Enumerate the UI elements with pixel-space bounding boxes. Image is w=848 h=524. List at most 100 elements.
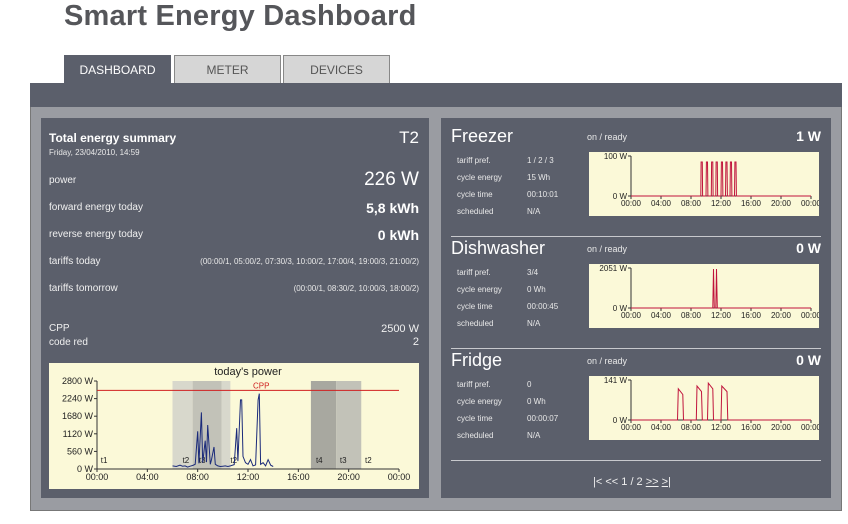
x-tick-label: 20:00 (337, 472, 360, 482)
tariff-pref-value: 1 / 2 / 3 (527, 156, 554, 165)
tariff-label: t4 (316, 456, 323, 465)
tariffs-today-label: tariffs today (49, 256, 101, 267)
y-tick-label: 0 W (77, 464, 94, 474)
x-tick-label: 16:00 (741, 311, 762, 320)
x-tick-label: 12:00 (237, 472, 260, 482)
y-tick-label: 1120 W (63, 429, 94, 439)
x-tick-label: 16:00 (741, 423, 762, 432)
pager-current: 1 / 2 (621, 476, 643, 488)
tariff-pref-value: 0 (527, 380, 532, 389)
series-line (631, 161, 811, 197)
y-tick-label: 0 W (613, 416, 628, 425)
device-card-freezer[interactable]: Freezer on / ready 1 W tariff pref. 1 / 2 / … (441, 118, 831, 230)
tariff-band (336, 381, 362, 469)
tariffs-tomorrow-value: (00:00/1, 08:30/2, 10:00/3, 18:00/2) (293, 284, 419, 293)
device-chart-svg: 100 W0 W00:00 04:00 08:00 12:00 16:00 20:00 00… (604, 152, 822, 208)
x-tick-label: 04:00 (136, 472, 159, 482)
cycle-energy-label: cycle energy (457, 285, 502, 294)
scheduled-value: N/A (527, 207, 541, 216)
x-tick-label: 08:00 (681, 423, 702, 432)
cycle-energy-label: cycle energy (457, 397, 502, 406)
y-tick-label: 1680 W (62, 411, 94, 421)
series-line (631, 268, 811, 309)
x-tick-label: 04:00 (651, 423, 672, 432)
cycle-time-value: 00:10:01 (527, 190, 559, 199)
tab-dashboard[interactable]: DASHBOARD (64, 55, 171, 83)
device-status: on / ready (587, 132, 628, 142)
chart-title: today's power (214, 366, 282, 378)
code-red-value: 2 (412, 336, 419, 348)
x-tick-label: 12:00 (711, 311, 732, 320)
tariff-pref-label: tariff pref. (457, 268, 491, 277)
code-red-label: code red (49, 337, 88, 348)
tariff-label: t3 (340, 456, 347, 465)
device-separator (451, 236, 821, 237)
page-title: Smart Energy Dashboard (64, 0, 417, 32)
x-tick-label: 08:00 (681, 199, 702, 208)
x-tick-label: 04:00 (651, 199, 672, 208)
tariff-pref-label: tariff pref. (457, 156, 491, 165)
tariff-band (310, 381, 337, 469)
cpp-value: 2500 W (381, 323, 419, 335)
tariffs-tomorrow-label: tariffs tomorrow (49, 283, 118, 294)
devices-panel: Freezer on / ready 1 W tariff pref. 1 / 2 / … (441, 118, 831, 498)
pager-first[interactable]: |< (593, 476, 603, 488)
device-separator (451, 348, 821, 349)
pager-last[interactable]: >| (661, 476, 671, 488)
device-name-freezer: Freezer (451, 126, 514, 146)
forward-energy-value: 5,8 kWh (366, 200, 419, 216)
reverse-energy-label: reverse energy today (49, 229, 143, 240)
device-status: on / ready (587, 244, 628, 254)
tariff-label: t2 (183, 456, 190, 465)
device-card-fridge[interactable]: Fridge on / ready 0 W tariff pref. 0 cycle en… (441, 342, 831, 454)
x-tick-label: 08:00 (681, 311, 702, 320)
y-tick-label: 560 W (67, 446, 94, 456)
cycle-time-label: cycle time (457, 302, 493, 311)
device-name-fridge: Fridge (451, 350, 503, 370)
x-tick-label: 00:00 (801, 423, 819, 432)
tab-meter[interactable]: METER (174, 55, 281, 83)
device-card-dishwasher[interactable]: Dishwasher on / ready 0 W tariff pref. 3/4 cy… (441, 230, 831, 342)
pager-next[interactable]: >> (645, 476, 659, 488)
x-tick-label: 20:00 (771, 423, 792, 432)
cycle-energy-value: 0 Wh (527, 285, 546, 294)
cycle-time-label: cycle time (457, 190, 493, 199)
x-tick-label: 00:00 (801, 311, 819, 320)
x-tick-label: 04:00 (651, 311, 672, 320)
x-tick-label: 20:00 (771, 199, 792, 208)
tariff-band (172, 381, 193, 469)
x-tick-label: 00:00 (621, 423, 642, 432)
pager-prev[interactable]: << (605, 476, 619, 488)
x-tick-label: 00:00 (621, 199, 642, 208)
series-line (172, 393, 274, 468)
tariff-badge: T2 (399, 128, 419, 147)
x-tick-label: 00:00 (801, 199, 819, 208)
cpp-label: CPP (49, 323, 70, 334)
y-tick-label: 141 W (604, 376, 628, 385)
cycle-energy-value: 15 Wh (527, 173, 551, 182)
x-tick-label: 08:00 (186, 472, 209, 482)
cycle-energy-value: 0 Wh (527, 397, 546, 406)
tab-devices[interactable]: DEVICES (283, 55, 390, 83)
x-tick-label: 16:00 (287, 472, 310, 482)
summary-datetime: Friday, 23/04/2010, 14:59 (49, 148, 140, 157)
x-tick-label: 16:00 (741, 199, 762, 208)
cycle-time-value: 00:00:45 (527, 302, 559, 311)
summary-title: Total energy summary (49, 131, 177, 145)
scheduled-label: scheduled (457, 207, 494, 216)
forward-energy-label: forward energy today (49, 202, 143, 213)
tariff-pref-label: tariff pref. (457, 380, 491, 389)
tariff-band (221, 381, 231, 469)
series-line (631, 381, 811, 421)
scheduled-value: N/A (527, 431, 541, 440)
y-tick-label: 2240 W (62, 394, 94, 404)
x-tick-label: 12:00 (711, 423, 732, 432)
tariffs-today-value: (00:00/1, 05:00/2, 07:30/3, 10:00/2, 17:… (200, 257, 419, 266)
y-tick-label: 0 W (613, 304, 628, 313)
cycle-time-value: 00:00:07 (527, 414, 559, 423)
